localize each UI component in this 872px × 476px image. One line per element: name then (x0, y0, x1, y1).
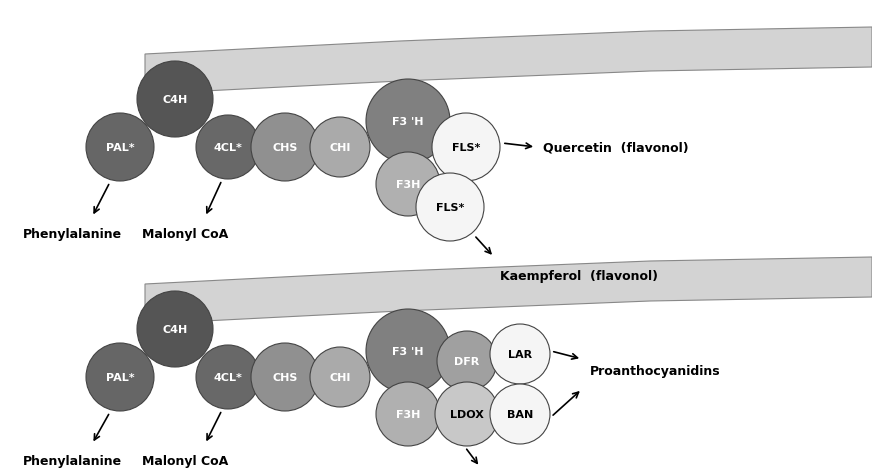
Text: LDOX: LDOX (450, 409, 484, 419)
Circle shape (437, 331, 497, 391)
Text: DFR: DFR (454, 356, 480, 366)
Text: F3 'H: F3 'H (392, 346, 424, 356)
Circle shape (416, 174, 484, 241)
Circle shape (435, 382, 499, 446)
Text: BAN: BAN (507, 409, 533, 419)
Circle shape (196, 116, 260, 179)
Text: 4CL*: 4CL* (214, 372, 242, 382)
Circle shape (366, 309, 450, 393)
Text: 4CL*: 4CL* (214, 143, 242, 153)
Text: FLS*: FLS* (452, 143, 480, 153)
Circle shape (376, 153, 440, 217)
Circle shape (86, 114, 154, 182)
Text: PAL*: PAL* (106, 143, 134, 153)
Text: Phenylalanine: Phenylalanine (23, 228, 121, 240)
Circle shape (366, 80, 450, 164)
Circle shape (310, 118, 370, 178)
Text: Kaempferol  (flavonol): Kaempferol (flavonol) (500, 269, 658, 282)
Circle shape (376, 382, 440, 446)
Text: Malonyl CoA: Malonyl CoA (142, 454, 228, 467)
Text: CHI: CHI (330, 143, 351, 153)
Text: CHS: CHS (272, 143, 297, 153)
Circle shape (251, 343, 319, 411)
Circle shape (490, 384, 550, 444)
Circle shape (86, 343, 154, 411)
Circle shape (251, 114, 319, 182)
Text: LAR: LAR (508, 349, 532, 359)
Circle shape (137, 62, 213, 138)
Text: F3 'H: F3 'H (392, 117, 424, 127)
Text: CHS: CHS (272, 372, 297, 382)
Text: F3H: F3H (396, 409, 420, 419)
Circle shape (432, 114, 500, 182)
Text: PAL*: PAL* (106, 372, 134, 382)
Text: C4H: C4H (162, 95, 187, 105)
Text: FLS*: FLS* (436, 203, 464, 213)
Circle shape (490, 324, 550, 384)
PathPatch shape (145, 258, 872, 324)
Circle shape (137, 291, 213, 367)
Text: Quercetin  (flavonol): Quercetin (flavonol) (543, 141, 689, 154)
Text: Malonyl CoA: Malonyl CoA (142, 228, 228, 240)
PathPatch shape (145, 28, 872, 95)
Circle shape (310, 347, 370, 407)
Text: Phenylalanine: Phenylalanine (23, 454, 121, 467)
Text: Proanthocyanidins: Proanthocyanidins (590, 365, 720, 378)
Text: CHI: CHI (330, 372, 351, 382)
Circle shape (196, 345, 260, 409)
Text: C4H: C4H (162, 324, 187, 334)
Text: F3H: F3H (396, 179, 420, 189)
